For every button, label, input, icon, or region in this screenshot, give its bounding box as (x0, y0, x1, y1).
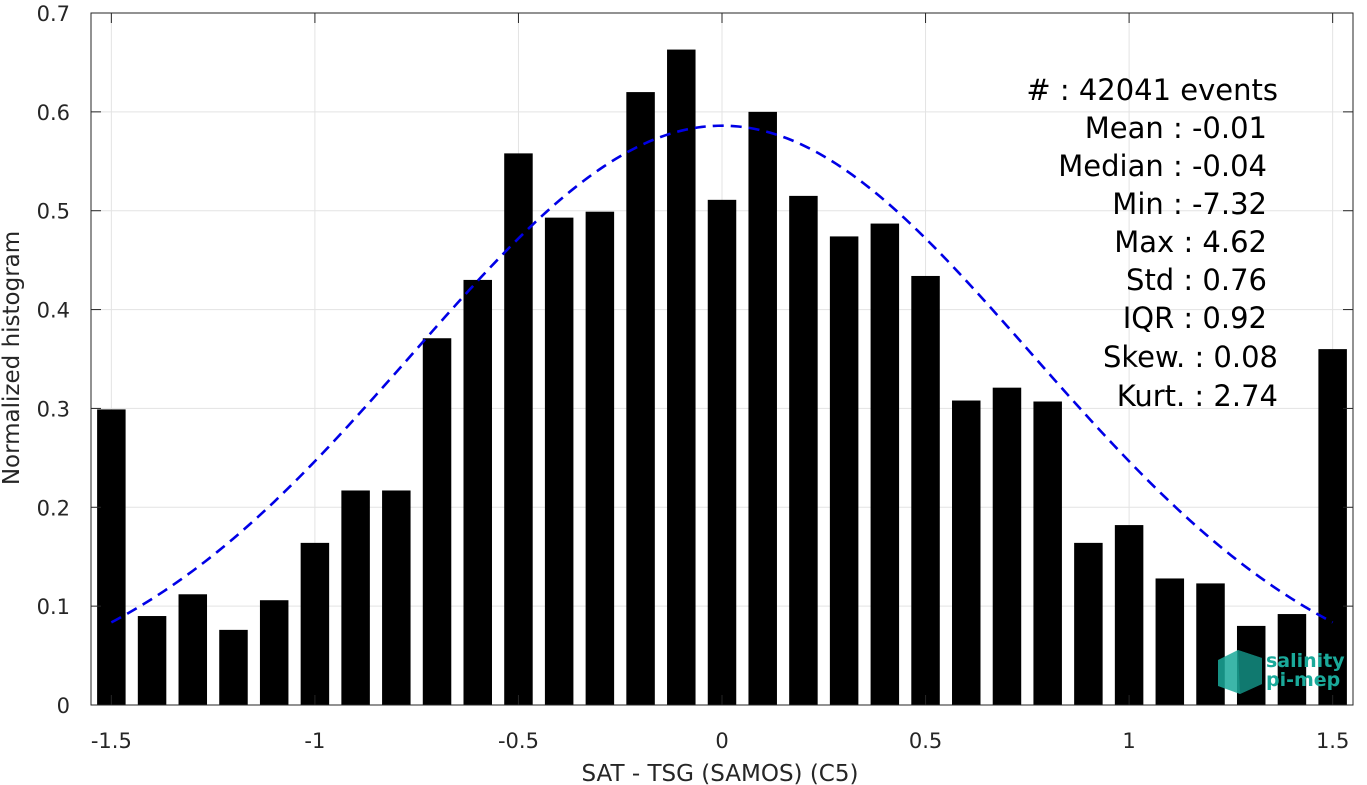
bar (1318, 349, 1347, 705)
stats-box: # : 42041 events Mean : -0.01 Median : -… (1026, 73, 1278, 413)
bars-group (97, 49, 1347, 706)
y-tick-label: 0.5 (37, 200, 70, 224)
bar (382, 490, 411, 705)
stat-median: Median : -0.04 (1058, 149, 1267, 183)
stat-skew: Skew. : 0.08 (1103, 340, 1278, 374)
bar (748, 111, 777, 706)
y-tick-label: 0.3 (37, 397, 70, 421)
bar (992, 387, 1022, 705)
bar (544, 217, 574, 706)
stat-kurt: Kurt. : 2.74 (1117, 379, 1278, 413)
bar (1074, 542, 1103, 705)
gaussian-fit-curve (110, 124, 1334, 624)
bar (219, 629, 248, 705)
bar (1155, 578, 1185, 705)
stat-iqr: IQR : 0.92 (1123, 301, 1267, 335)
stat-mean: Mean : -0.01 (1085, 111, 1267, 145)
x-tick-label: -1.5 (91, 729, 132, 753)
stat-min: Min : -7.32 (1112, 187, 1267, 221)
x-tick-label: 0.5 (909, 729, 942, 753)
y-tick-label: 0.6 (37, 101, 70, 125)
bar (911, 275, 940, 705)
y-tick-label: 0.2 (37, 496, 70, 520)
bar (300, 542, 330, 705)
bar (1033, 401, 1062, 705)
x-tick-label: -1 (304, 729, 325, 753)
x-axis-label: SAT - TSG (SAMOS) (C5) (582, 761, 859, 785)
bar (1277, 614, 1307, 705)
y-tick-label: 0.7 (37, 2, 70, 26)
y-tick-label: 0.4 (37, 299, 70, 323)
bar (1114, 525, 1144, 705)
logo-line2: pi-mep (1266, 669, 1340, 691)
bar (829, 236, 859, 705)
stat-max: Max : 4.62 (1114, 225, 1267, 259)
bar (178, 594, 208, 705)
x-tick-label: 1 (1122, 729, 1135, 753)
x-tick-label: 0 (715, 729, 728, 753)
y-tick-label: 0 (57, 694, 70, 718)
x-axis-ticks: -1.5 -1 -0.5 0 0.5 1 1.5 (91, 13, 1349, 753)
bar (789, 195, 818, 705)
y-axis-label: Normalized histogram (0, 231, 25, 485)
x-tick-label: -0.5 (498, 729, 539, 753)
bar (504, 153, 533, 705)
bar (585, 211, 615, 705)
bar (97, 409, 126, 705)
bar (626, 92, 655, 706)
bar (137, 616, 167, 705)
bar (667, 49, 696, 705)
y-axis-ticks: 0 0.1 0.2 0.3 0.4 0.5 0.6 0.7 (37, 2, 1353, 718)
stat-count: # : 42041 events (1026, 73, 1278, 107)
salinity-pimep-logo: salinity pi-mep (1218, 650, 1345, 694)
y-tick-label: 0.1 (37, 595, 70, 619)
x-tick-label: 1.5 (1316, 729, 1349, 753)
bar (341, 490, 370, 705)
logo-cube-shade (1238, 650, 1262, 694)
bar (952, 400, 981, 705)
stat-std: Std : 0.76 (1126, 263, 1267, 297)
bar (870, 223, 900, 705)
bar (422, 338, 452, 705)
bar (259, 600, 289, 705)
bar (707, 199, 737, 705)
bar (463, 279, 492, 705)
logo-line1: salinity (1266, 650, 1345, 672)
